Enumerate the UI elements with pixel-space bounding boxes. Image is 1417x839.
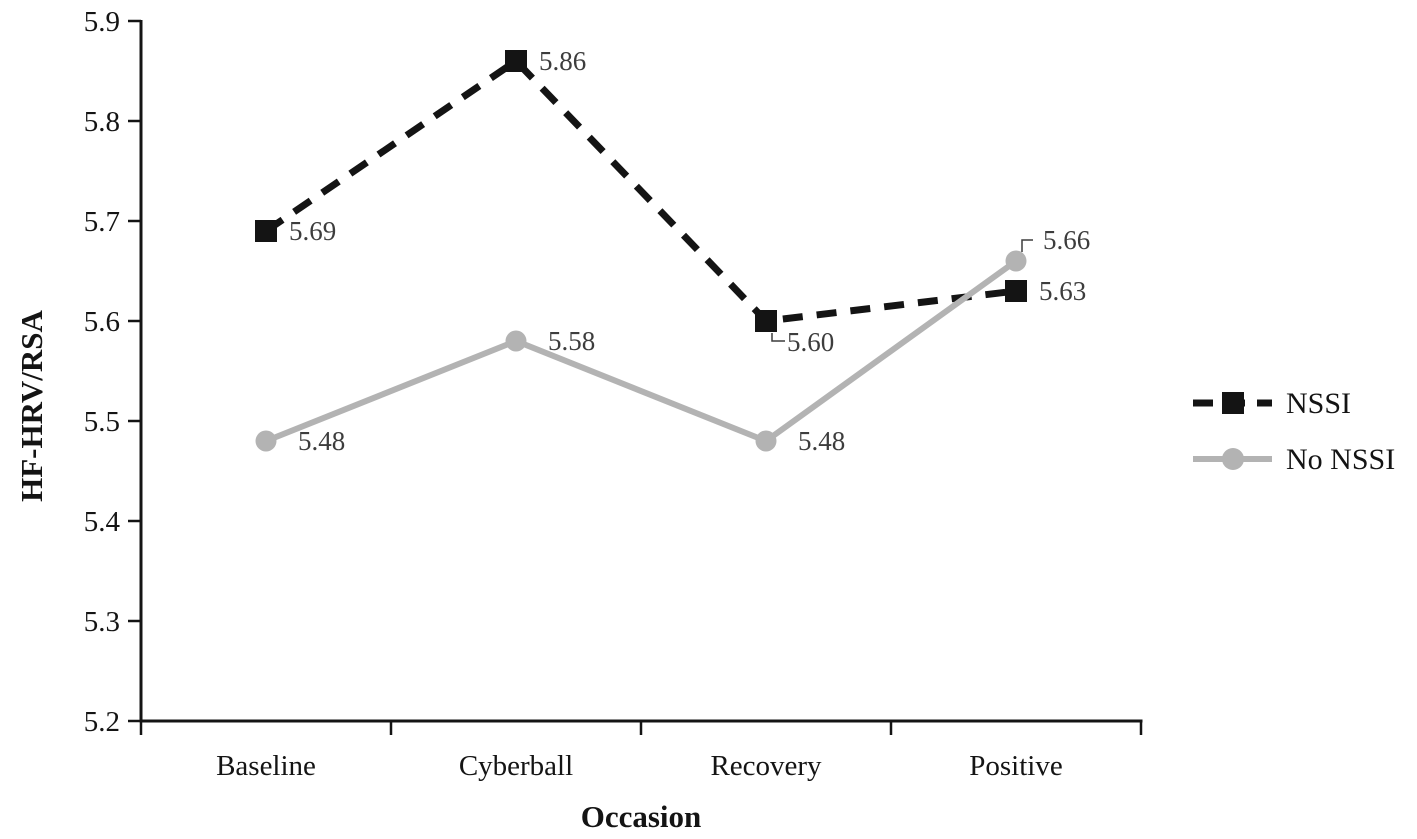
y-tick-label: 5.8 xyxy=(84,106,120,138)
legend-circle-marker-icon xyxy=(1222,448,1244,470)
y-tick-label: 5.3 xyxy=(84,606,120,638)
x-category-label: Positive xyxy=(969,750,1062,782)
label-leader-line xyxy=(1021,239,1033,252)
x-category-label: Recovery xyxy=(710,750,822,782)
x-category-label: Cyberball xyxy=(459,750,573,782)
data-point-label: 5.86 xyxy=(539,46,586,76)
legend-label-no-nssi: No NSSI xyxy=(1286,443,1395,476)
data-point-circle-icon xyxy=(1005,250,1027,272)
x-category-label: Baseline xyxy=(216,750,316,782)
series-line-nssi xyxy=(264,56,1017,325)
y-tick-label: 5.4 xyxy=(84,506,121,538)
legend: NSSI No NSSI xyxy=(1193,387,1395,476)
data-point-circle-icon xyxy=(505,330,527,352)
data-point-label: 5.48 xyxy=(298,426,345,456)
plot-area: 5.2 5.3 5.4 5.5 5.6 5.7 5.8 5.9 Baseline Cyberbal… xyxy=(84,6,1143,782)
data-point-label: 5.63 xyxy=(1039,276,1086,306)
y-tick-label: 5.9 xyxy=(84,6,120,38)
legend-label-nssi: NSSI xyxy=(1286,387,1351,420)
y-tick-label: 5.7 xyxy=(84,206,120,238)
legend-item-nssi: NSSI xyxy=(1193,387,1351,420)
data-point-square-icon xyxy=(255,220,277,242)
data-point-label: 5.69 xyxy=(289,216,336,246)
y-tick-label: 5.6 xyxy=(84,306,120,338)
legend-item-no-nssi: No NSSI xyxy=(1193,443,1395,476)
data-point-square-icon xyxy=(755,310,777,332)
data-point-circle-icon xyxy=(755,430,777,452)
y-tick-label: 5.2 xyxy=(84,706,120,738)
data-point-label: 5.58 xyxy=(548,326,595,356)
data-point-square-icon xyxy=(1005,280,1027,302)
legend-square-marker-icon xyxy=(1222,392,1244,414)
label-leader-line xyxy=(771,333,785,342)
y-axis-title: HF-HRV/RSA xyxy=(14,309,49,501)
data-point-circle-icon xyxy=(255,430,277,452)
data-point-label: 5.48 xyxy=(798,426,845,456)
data-point-square-icon xyxy=(505,50,527,72)
data-point-label: 5.66 xyxy=(1043,225,1090,255)
x-axis-title: Occasion xyxy=(581,799,702,834)
y-tick-label: 5.5 xyxy=(84,406,120,438)
data-point-label: 5.60 xyxy=(787,327,834,357)
series-line-no-nssi xyxy=(264,258,1018,445)
